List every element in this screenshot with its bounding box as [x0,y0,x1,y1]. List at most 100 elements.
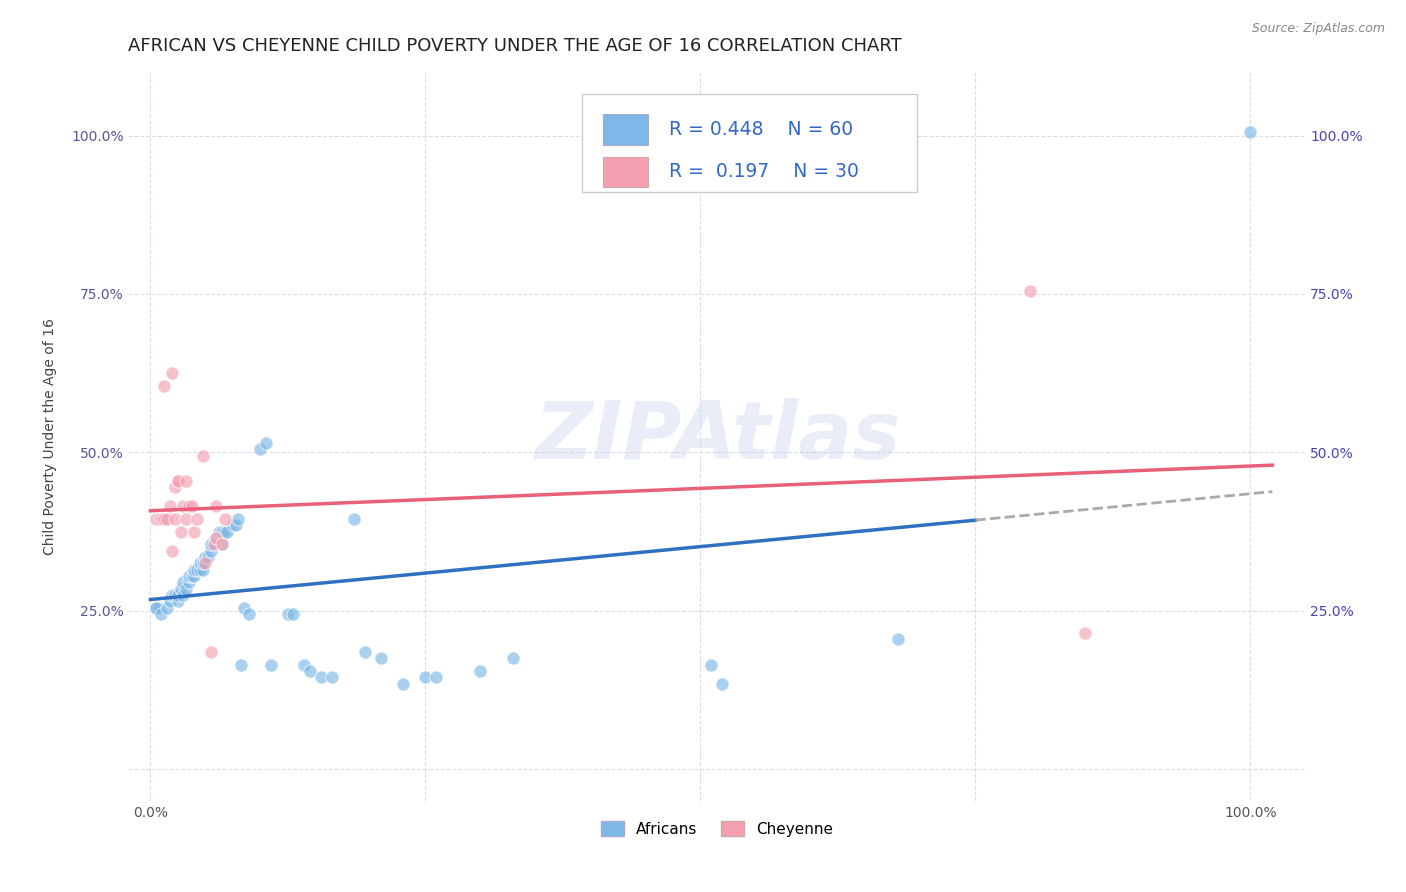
Point [177,569,200,583]
Point [163,588,186,602]
Point [173,500,195,514]
Text: AFRICAN VS CHEYENNE CHILD POVERTY UNDER THE AGE OF 16 CORRELATION CHART: AFRICAN VS CHEYENNE CHILD POVERTY UNDER … [128,37,903,55]
Point [298,664,321,678]
Point [321,670,343,684]
Point [1239,125,1261,139]
Point [152,379,174,393]
Point [211,524,233,539]
Point [249,442,271,457]
Point [148,600,170,615]
Point [415,670,437,684]
Point [156,512,179,526]
Point [181,569,204,583]
Point [370,651,392,665]
Point [214,512,236,526]
Point [222,518,245,533]
Point [470,664,492,678]
Point [193,563,215,577]
Point [170,582,193,596]
Point [188,556,211,570]
Point [156,600,179,615]
Point [1074,626,1097,640]
Point [173,575,195,590]
Point [145,512,167,526]
Point [162,543,184,558]
Point [711,676,734,690]
Point [177,500,200,514]
Point [167,594,190,608]
Point [277,607,299,621]
Point [174,512,197,526]
Legend: Africans, Cheyenne: Africans, Cheyenne [593,813,841,844]
Point [233,600,256,615]
Point [163,512,186,526]
Point [174,582,197,596]
Point [150,512,173,526]
Point [217,524,239,539]
Point [200,645,222,659]
Point [188,563,211,577]
Point [229,657,252,672]
FancyBboxPatch shape [603,157,648,187]
Point [1019,284,1042,298]
Point [197,549,219,564]
Point [200,543,222,558]
Point [183,563,205,577]
Point [260,657,283,672]
Point [283,607,305,621]
Point [214,524,236,539]
Point [194,556,217,570]
Point [202,537,225,551]
Point [193,556,215,570]
Text: ZIPAtlas: ZIPAtlas [534,398,900,475]
Text: Source: ZipAtlas.com: Source: ZipAtlas.com [1251,22,1385,36]
Point [174,474,197,488]
Point [205,531,228,545]
Point [167,588,190,602]
FancyBboxPatch shape [582,94,917,193]
Point [159,500,181,514]
Text: R = 0.448    N = 60: R = 0.448 N = 60 [669,120,853,139]
Point [159,594,181,608]
Point [502,651,524,665]
Point [205,500,228,514]
Text: R =  0.197    N = 30: R = 0.197 N = 30 [669,162,859,181]
Point [173,588,195,602]
Point [183,569,205,583]
Point [167,474,190,488]
Point [700,657,723,672]
Point [225,518,247,533]
Point [186,512,208,526]
Point [294,657,316,672]
Point [392,676,415,690]
Point [425,670,447,684]
Point [354,645,377,659]
Point [193,449,215,463]
Point [309,670,332,684]
Point [150,607,173,621]
Point [211,537,233,551]
FancyBboxPatch shape [603,114,648,145]
Point [181,500,204,514]
Point [162,588,184,602]
Point [254,435,277,450]
Point [200,537,222,551]
Point [145,600,167,615]
Point [183,524,205,539]
Point [887,632,910,647]
Point [228,512,250,526]
Point [170,524,193,539]
Point [205,531,228,545]
Point [238,607,260,621]
Point [177,575,200,590]
Point [167,474,190,488]
Point [194,549,217,564]
Point [211,537,233,551]
Y-axis label: Child Poverty Under the Age of 16: Child Poverty Under the Age of 16 [44,318,58,555]
Point [163,480,186,494]
Point [343,512,366,526]
Point [162,366,184,380]
Point [145,600,167,615]
Point [152,512,174,526]
Point [208,524,231,539]
